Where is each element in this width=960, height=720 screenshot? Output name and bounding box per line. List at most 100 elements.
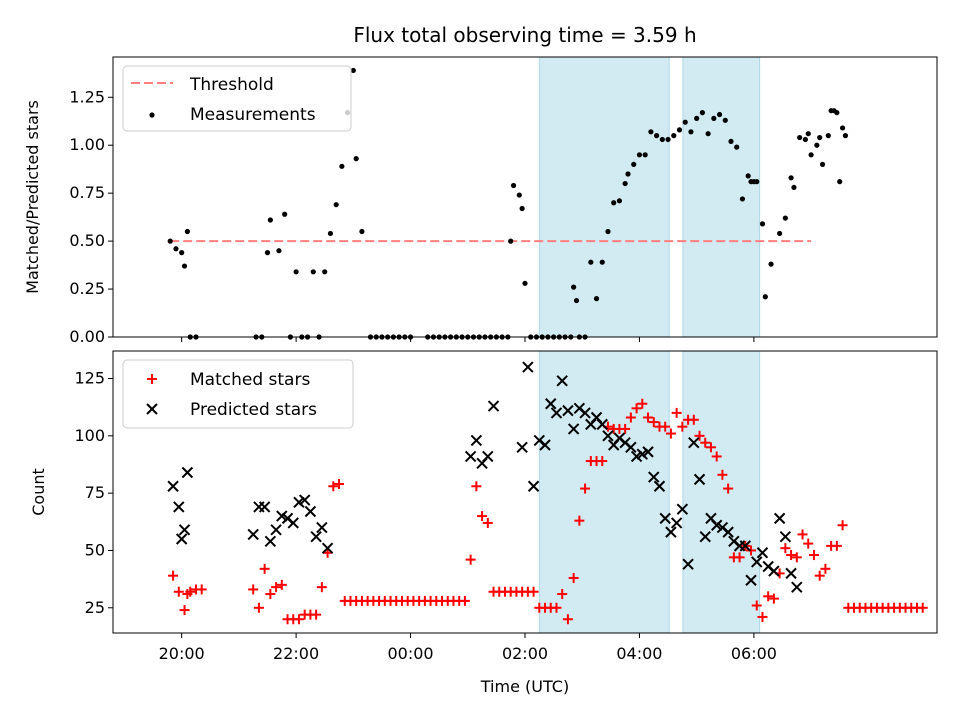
measurement-point [676, 127, 683, 133]
predicted-point [785, 567, 797, 580]
matched-point [837, 520, 848, 531]
measurement-point [622, 180, 628, 187]
matched-point [276, 579, 287, 590]
measurement-point [814, 142, 820, 148]
x-tick-label: 00:00 [388, 644, 434, 663]
matched-point [820, 563, 831, 574]
predicted-point [545, 398, 557, 410]
predicted-point [287, 517, 299, 529]
predicted-point [745, 574, 757, 586]
predicted-point [258, 501, 271, 513]
measurement-point [322, 269, 328, 275]
y-tick-label: 1.25 [69, 87, 105, 106]
measurement-point [739, 196, 746, 202]
y-tick-label: 0.75 [69, 183, 105, 202]
matched-point [768, 593, 779, 604]
predicted-point [487, 400, 500, 412]
measurement-point [762, 294, 768, 300]
measurement-point [611, 200, 617, 206]
y-tick-label: 125 [74, 369, 105, 388]
predicted-point [298, 494, 311, 506]
predicted-point [665, 526, 677, 538]
measurement-point [734, 144, 740, 150]
legend-plus-marker [147, 374, 157, 384]
measurement-point [817, 134, 823, 141]
measurement-point [842, 133, 849, 139]
matched-point [557, 589, 568, 600]
matched-point [311, 609, 322, 620]
observing-window [538, 350, 670, 634]
measurement-point [802, 136, 808, 143]
x-tick-label: 20:00 [159, 644, 205, 663]
predicted-point [699, 531, 711, 543]
legend-box-bottom [122, 359, 354, 429]
predicted-point [556, 375, 568, 387]
predicted-point [173, 501, 185, 513]
measurement-point [834, 110, 840, 116]
predicted-point [567, 423, 580, 435]
matched-point [551, 602, 562, 613]
matched-point [471, 481, 482, 492]
legend-predicted-label: Predicted stars [190, 400, 317, 420]
matched-point [316, 582, 327, 593]
measurement-point [593, 296, 600, 302]
predicted-point [310, 531, 322, 543]
predicted-point [522, 361, 534, 373]
matched-point [562, 614, 573, 625]
predicted-point [648, 471, 660, 483]
matched-point [694, 430, 705, 441]
matched-point [625, 412, 636, 423]
measurement-point [599, 259, 605, 265]
measurement-point [353, 156, 359, 162]
measurement-point [699, 110, 705, 116]
matched-point [643, 412, 654, 423]
matched-point [917, 602, 928, 613]
ratio-panel: 0.00 0.25 0.50 0.75 1.00 1.25 Matched/Predict… [23, 56, 938, 346]
matched-point [648, 417, 659, 428]
matched-point [173, 586, 184, 597]
measurement-point [671, 133, 677, 139]
measurement-point [768, 261, 774, 267]
measurement-point [516, 192, 522, 198]
predicted-point [751, 556, 763, 568]
predicted-point [756, 547, 769, 559]
predicted-point [527, 480, 540, 492]
measurement-point [716, 111, 723, 118]
count-panel: 25 50 75 100 125 20:00 22:00 00:00 02:00 04:00 06… [29, 350, 938, 696]
measurement-point [282, 211, 288, 217]
y-axis-ticks-top: 0.00 0.25 0.50 0.75 1.00 1.25 [69, 87, 113, 346]
matched-point [293, 614, 304, 625]
measurement-point [745, 173, 751, 179]
y-tick-label: 0.25 [69, 279, 105, 298]
measurement-point [508, 238, 514, 244]
measurement-point [711, 115, 717, 121]
matched-point [791, 552, 802, 563]
observing-window [682, 56, 761, 338]
predicted-point [178, 524, 191, 536]
legend-box-top [122, 65, 352, 132]
predicted-star-points [167, 361, 803, 593]
matched-point [746, 545, 757, 556]
matched-point [620, 423, 631, 434]
matched-point [477, 511, 488, 522]
predicted-point [470, 434, 483, 447]
legend-top: Threshold Measurements [122, 65, 352, 132]
legend-bottom: Matched stars Predicted stars [122, 359, 354, 429]
y-axis-ticks-bottom: 25 50 75 100 125 [74, 369, 113, 617]
predicted-point [562, 404, 574, 417]
measurement-point [350, 67, 356, 74]
plot-frame-bottom [112, 350, 938, 634]
matched-point [808, 550, 819, 561]
matched-point [459, 595, 470, 606]
matched-point [688, 414, 699, 425]
legend-threshold-label: Threshold [189, 75, 274, 95]
measurement-point [808, 152, 814, 158]
matched-point [734, 552, 745, 563]
measurement-point [173, 246, 179, 252]
measurement-point [333, 202, 339, 208]
matched-point [574, 515, 585, 526]
predicted-point [688, 437, 700, 449]
matched-point [717, 469, 728, 480]
matched-point [757, 611, 768, 622]
matched-point [580, 483, 591, 494]
